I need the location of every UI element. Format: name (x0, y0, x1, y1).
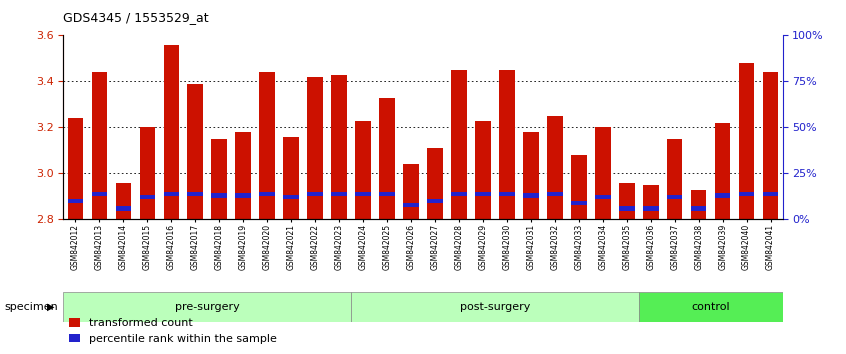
Bar (547, 116, 563, 219)
Bar (715, 194, 730, 198)
Bar (739, 63, 755, 219)
Bar (351, 292, 639, 322)
Bar (332, 192, 347, 196)
Bar (667, 139, 683, 219)
Bar (619, 206, 634, 211)
Bar (639, 292, 783, 322)
Bar (91, 192, 107, 196)
Bar (332, 74, 347, 219)
Bar (140, 127, 155, 219)
Bar (260, 72, 275, 219)
Bar (188, 192, 203, 196)
Bar (235, 132, 251, 219)
Bar (163, 45, 179, 219)
Bar (571, 155, 586, 219)
Bar (451, 192, 467, 196)
Bar (260, 192, 275, 196)
Bar (212, 139, 227, 219)
Bar (595, 195, 611, 199)
Bar (379, 97, 395, 219)
Bar (235, 194, 251, 198)
Bar (404, 164, 419, 219)
Bar (355, 192, 371, 196)
Bar (691, 206, 706, 211)
Bar (475, 120, 491, 219)
Legend: transformed count, percentile rank within the sample: transformed count, percentile rank withi… (65, 314, 282, 348)
Text: post-surgery: post-surgery (459, 302, 530, 312)
Bar (571, 201, 586, 205)
Bar (404, 203, 419, 207)
Bar (763, 192, 778, 196)
Bar (68, 199, 83, 203)
Bar (355, 120, 371, 219)
Bar (427, 199, 442, 203)
Bar (307, 192, 323, 196)
Bar (63, 292, 351, 322)
Bar (140, 195, 155, 199)
Bar (91, 72, 107, 219)
Bar (116, 206, 131, 211)
Bar (307, 77, 323, 219)
Bar (188, 84, 203, 219)
Bar (739, 192, 755, 196)
Text: specimen: specimen (4, 302, 58, 312)
Bar (523, 194, 539, 198)
Bar (763, 72, 778, 219)
Bar (283, 137, 299, 219)
Bar (643, 206, 658, 211)
Bar (499, 192, 514, 196)
Bar (451, 70, 467, 219)
Bar (619, 183, 634, 219)
Bar (715, 123, 730, 219)
Text: control: control (691, 302, 730, 312)
Bar (523, 132, 539, 219)
Text: ▶: ▶ (47, 302, 54, 312)
Bar (643, 185, 658, 219)
Bar (379, 192, 395, 196)
Bar (212, 194, 227, 198)
Bar (283, 195, 299, 199)
Bar (475, 192, 491, 196)
Bar (667, 195, 683, 199)
Bar (691, 189, 706, 219)
Bar (427, 148, 442, 219)
Bar (595, 127, 611, 219)
Text: pre-surgery: pre-surgery (175, 302, 239, 312)
Bar (68, 118, 83, 219)
Bar (116, 183, 131, 219)
Bar (547, 192, 563, 196)
Bar (163, 192, 179, 196)
Bar (499, 70, 514, 219)
Text: GDS4345 / 1553529_at: GDS4345 / 1553529_at (63, 11, 209, 24)
